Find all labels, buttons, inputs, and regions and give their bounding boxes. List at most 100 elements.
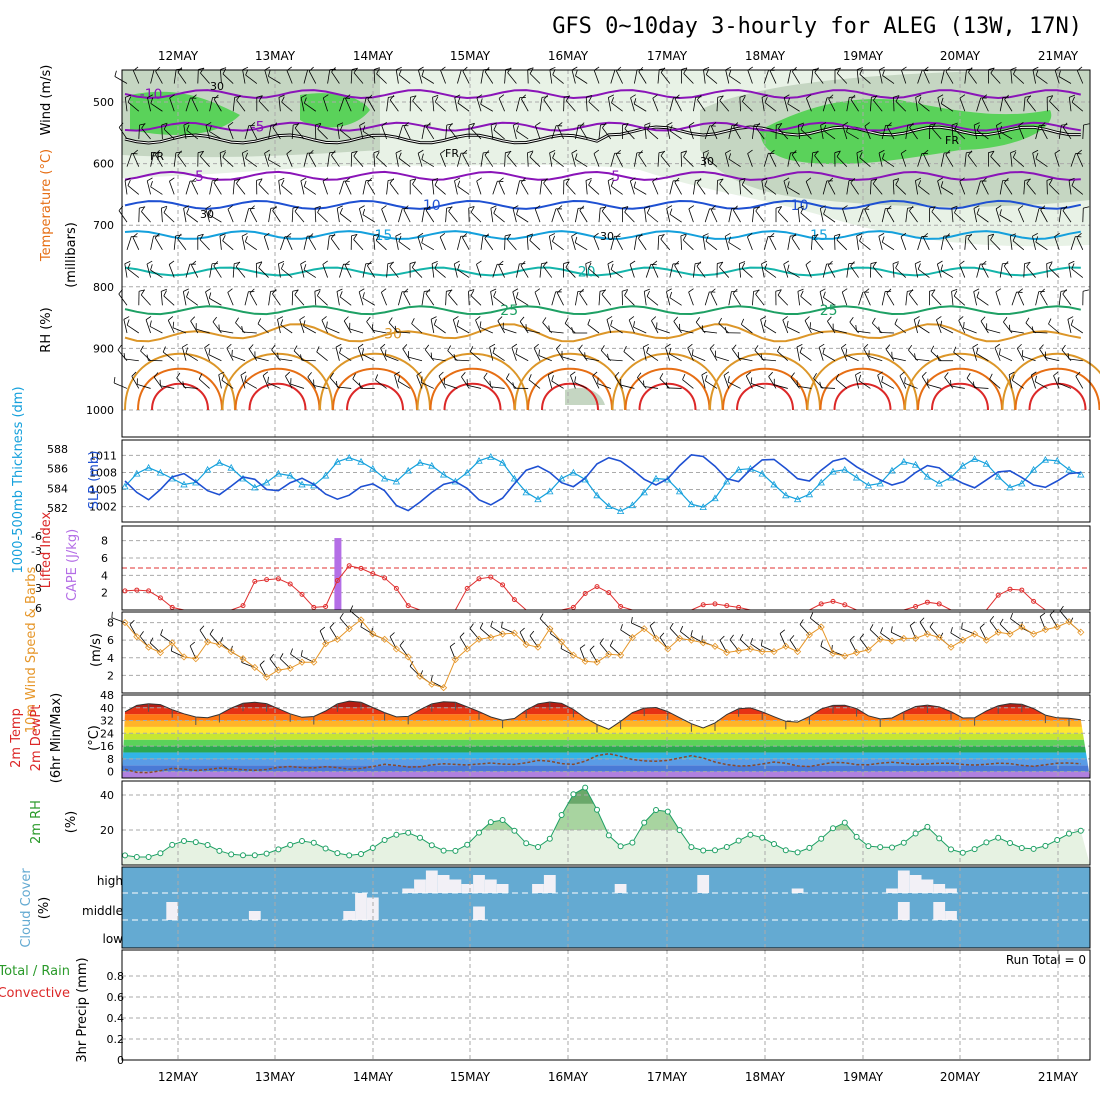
wind-speed-point xyxy=(227,648,235,656)
wind-barb-flag xyxy=(849,96,856,98)
wind-barb-flag xyxy=(557,205,563,210)
wind-barb-flag xyxy=(877,371,883,376)
wind-barb xyxy=(973,291,977,306)
wind-barb xyxy=(398,125,403,140)
wind-barb xyxy=(375,240,387,251)
wind-barb xyxy=(344,181,352,195)
top-date-label: 20MAY xyxy=(940,49,981,63)
wind-barb-flag xyxy=(1032,66,1039,71)
wind-barb-flag xyxy=(432,94,439,98)
wind-barb xyxy=(462,237,470,251)
wind-barb xyxy=(1009,235,1013,250)
rh-point xyxy=(369,845,376,852)
wind-barb-flag xyxy=(529,151,534,158)
wind-barb xyxy=(339,264,344,278)
wind-barb xyxy=(822,180,828,195)
wind-barb xyxy=(480,152,484,167)
wind-barb-flag xyxy=(893,95,900,98)
wind-barb-flag xyxy=(277,352,279,359)
wind-barb xyxy=(303,186,317,195)
wind-barb-flag xyxy=(682,234,687,241)
wind-barb-flag xyxy=(652,94,658,99)
wind-speed-point xyxy=(1030,630,1038,638)
wind-barb xyxy=(565,267,576,278)
wind-barb xyxy=(706,74,718,84)
wind-barb-flag xyxy=(432,177,439,181)
wind-speed-point xyxy=(274,666,282,674)
wind-barb-flag xyxy=(543,178,548,184)
wind-barb-flag xyxy=(990,234,994,240)
wind-barb xyxy=(633,187,647,195)
boundary-layer-contour xyxy=(736,382,794,411)
wind-barb xyxy=(398,74,411,84)
bottom-date-label: 21MAY xyxy=(1038,1070,1079,1084)
wind-barb xyxy=(516,97,521,112)
wind-barb xyxy=(213,99,222,112)
wind-barb-flag xyxy=(579,205,585,211)
wind-barb-flag xyxy=(652,177,658,182)
wind-barb-flag xyxy=(846,126,849,133)
wind-barb-flag xyxy=(117,344,122,351)
wind-barb-flag xyxy=(381,288,387,293)
wind-barb xyxy=(900,153,907,167)
wind-barb-flag xyxy=(909,621,916,626)
wind-barb-flag xyxy=(908,289,914,295)
wind-barb-flag xyxy=(914,260,921,265)
wind-barb-flag xyxy=(682,373,686,380)
wind-barb xyxy=(999,263,1003,278)
wind-barb-flag xyxy=(1070,319,1074,326)
wind-barb-flag xyxy=(362,125,366,132)
rh-point xyxy=(759,834,766,841)
wind-barb xyxy=(683,156,694,167)
thickness-point xyxy=(734,465,743,473)
wind-barb-flag xyxy=(256,261,263,264)
wind-barb xyxy=(221,379,234,389)
wind-barb xyxy=(457,102,470,112)
wind-barb xyxy=(340,129,352,140)
wind-barb xyxy=(303,325,316,334)
wind-barb xyxy=(416,375,423,389)
wind-barb-flag xyxy=(1076,232,1082,238)
thickness-point xyxy=(510,474,519,482)
wind-barb xyxy=(1048,323,1060,334)
wind-barb-flag xyxy=(637,372,642,378)
wind-barb xyxy=(859,240,871,251)
wind-speed-point xyxy=(853,648,861,657)
wind-speed-point xyxy=(723,648,731,657)
rh-point xyxy=(794,849,801,856)
wind-barb xyxy=(792,71,800,84)
thickness-line xyxy=(124,456,1082,512)
wind-barb xyxy=(822,263,827,278)
wind-barb-flag xyxy=(278,94,285,98)
wind-barb-flag xyxy=(520,177,526,183)
wind-barb-flag xyxy=(213,94,219,100)
wind-barb-flag xyxy=(1054,232,1060,237)
wind-barb xyxy=(402,348,411,361)
wind-barb xyxy=(528,379,541,389)
thickness-point xyxy=(345,453,353,461)
wind-barb xyxy=(150,69,155,84)
wind-barb-flag xyxy=(800,290,804,297)
wind-barb xyxy=(976,263,981,278)
wind-barb-flag xyxy=(571,149,578,154)
wind-barb-flag xyxy=(281,179,285,186)
wind-barb xyxy=(149,326,163,334)
wind-barb-flag xyxy=(307,372,312,378)
wind-barb-flag xyxy=(917,319,920,326)
wind-barb-flag xyxy=(456,320,460,327)
wind-barb-flag xyxy=(1047,95,1054,98)
cloud-high-bar xyxy=(532,884,544,893)
wind-barb xyxy=(588,184,600,195)
wind-barb xyxy=(454,180,458,195)
wind-barb xyxy=(724,236,730,250)
wind-barb xyxy=(316,351,328,362)
wind-barb xyxy=(733,209,741,223)
wind-barb xyxy=(651,264,659,278)
wind-barb-flag xyxy=(359,205,365,209)
wind-barb-flag xyxy=(950,379,952,387)
wind-barb-flag xyxy=(680,233,687,237)
wind-barb-flag xyxy=(755,289,760,295)
wind-barb-flag xyxy=(389,261,394,267)
wind-barb xyxy=(805,181,812,195)
temp-tick: 32 xyxy=(100,715,114,728)
